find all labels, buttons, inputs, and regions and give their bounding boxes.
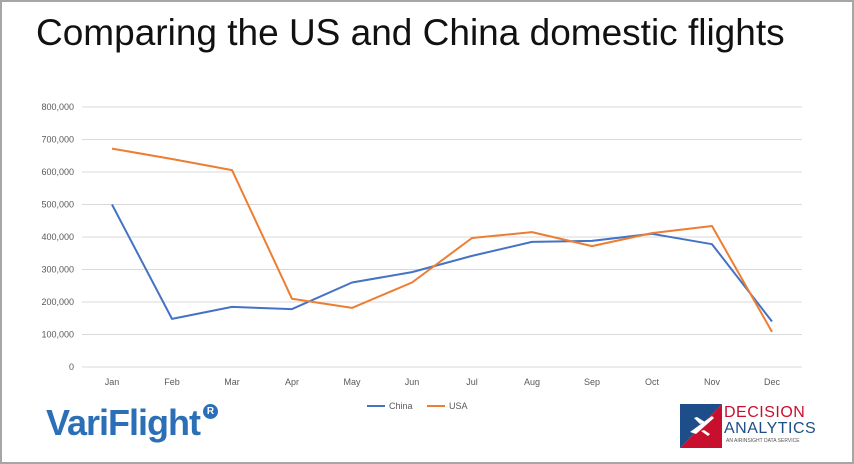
variflight-logo-text: VariFlight (46, 402, 201, 443)
x-tick-label: Jul (466, 377, 478, 387)
series-line-usa (111, 147, 773, 333)
decision-analytics-logo: DECISION ANALYTICS AN AIRINSIGHT DATA SE… (680, 404, 840, 450)
x-tick-label: Oct (645, 377, 660, 387)
x-tick-label: Mar (224, 377, 240, 387)
x-tick-label: Sep (584, 377, 600, 387)
x-tick-label: May (343, 377, 361, 387)
legend-label: USA (449, 401, 468, 411)
y-tick-label: 700,000 (41, 135, 74, 145)
registered-mark-icon: R (203, 404, 219, 419)
decision-analytics-line1: DECISION (724, 404, 806, 421)
x-tick-label: Nov (704, 377, 721, 387)
x-tick-label: Dec (764, 377, 781, 387)
y-tick-label: 500,000 (41, 200, 74, 210)
y-tick-label: 400,000 (41, 232, 74, 242)
x-tick-label: Jun (405, 377, 420, 387)
chart-title: Comparing the US and China domestic flig… (36, 12, 785, 53)
x-tick-label: Aug (524, 377, 540, 387)
y-tick-label: 100,000 (41, 330, 74, 340)
decision-analytics-tagline: AN AIRINSIGHT DATA SERVICE (726, 438, 800, 444)
y-tick-label: 0 (69, 362, 74, 372)
x-tick-label: Feb (164, 377, 180, 387)
variflight-logo: VariFlight R (46, 402, 219, 444)
x-tick-label: Jan (105, 377, 120, 387)
y-tick-label: 800,000 (41, 102, 74, 112)
airplane-logo-icon (680, 404, 722, 448)
y-tick-label: 200,000 (41, 297, 74, 307)
x-tick-label: Apr (285, 377, 299, 387)
y-tick-label: 600,000 (41, 167, 74, 177)
decision-analytics-line2: ANALYTICS (724, 420, 817, 437)
legend-label: China (389, 401, 413, 411)
series-line-china (111, 204, 773, 323)
y-tick-label: 300,000 (41, 265, 74, 275)
